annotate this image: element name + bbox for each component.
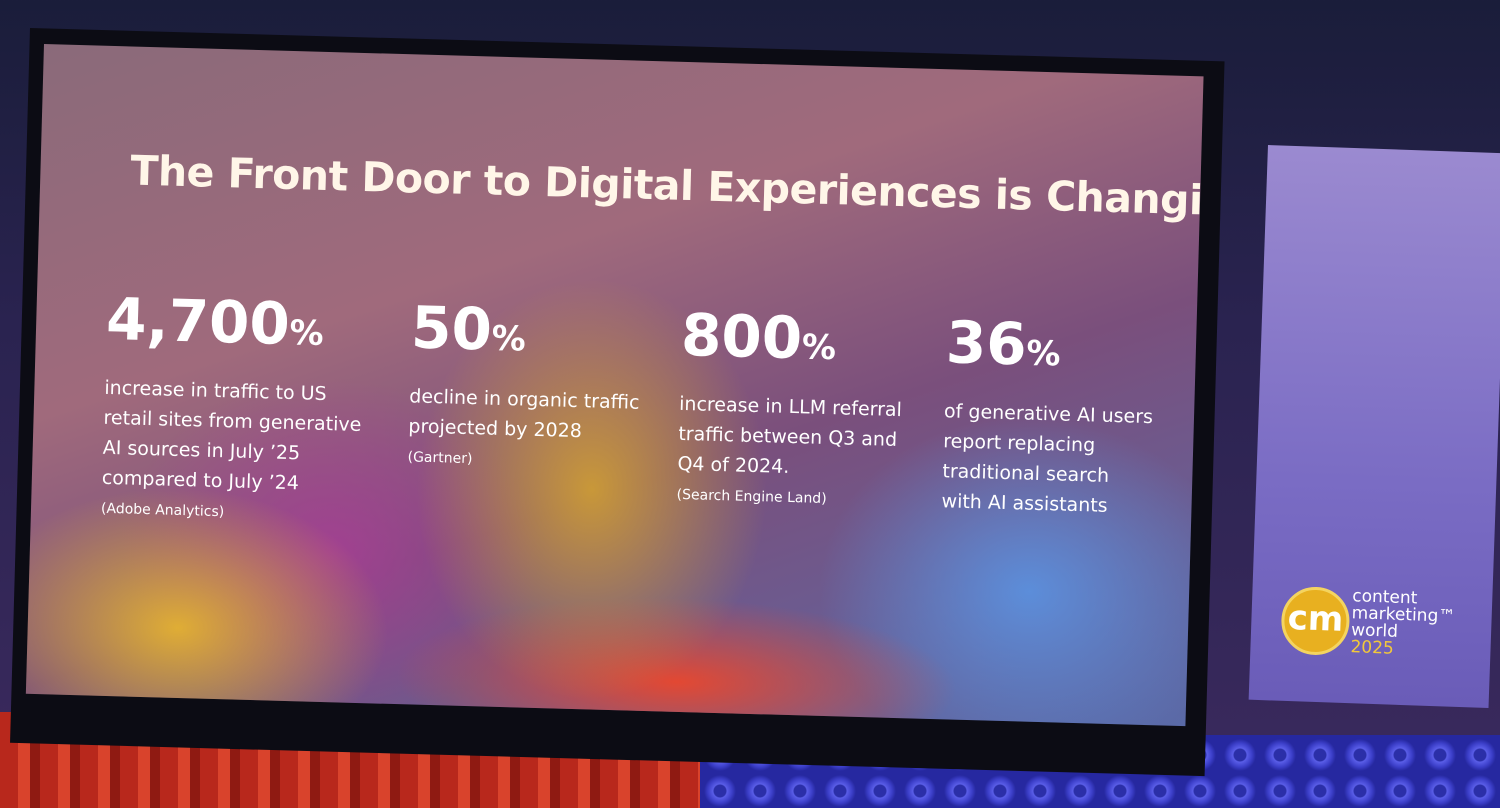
stat-number: 800 — [680, 300, 804, 373]
stat: 4,700% increase in traffic to US retail si… — [100, 284, 377, 524]
stat-description: decline in organic traffic projected by 2… — [408, 381, 680, 449]
stat-unit: % — [801, 327, 837, 369]
stat: 50% decline in organic traffic projected b… — [407, 293, 682, 472]
stat-number: 4,700 — [105, 284, 291, 358]
stat-figure: 36% — [945, 308, 1204, 392]
stat: 800% increase in LLM referral traffic betw… — [676, 300, 952, 510]
stat-source: (Search Engine Land) — [676, 486, 827, 508]
description-line: with AI assistants — [941, 490, 1108, 517]
stat: 36% of generative AI users report replacin… — [941, 308, 1204, 523]
stat-unit: % — [1025, 333, 1062, 375]
stat-figure: 50% — [410, 293, 682, 377]
description-line: compared to July ’24 — [101, 466, 300, 495]
slide-title: The Front Door to Digital Experiences is… — [129, 146, 1204, 227]
stat-description: of generative AI users report replacing tr… — [941, 396, 1203, 523]
slide: The Front Door to Digital Experiences is… — [25, 44, 1204, 727]
stat-figure: 800% — [680, 300, 952, 385]
logo-text: content marketing™ world 2025 — [1350, 586, 1472, 660]
stat-number: 36 — [945, 308, 1028, 379]
stat-figure: 4,700% — [105, 284, 377, 369]
stat-description: increase in LLM referral traffic between … — [677, 389, 949, 487]
logo: cm content marketing™ world 2025 — [1280, 585, 1456, 659]
stat-source: (Gartner) — [407, 449, 473, 468]
stat-unit: % — [491, 318, 527, 360]
stat-unit: % — [288, 312, 325, 354]
stat-number: 50 — [410, 293, 493, 364]
logo-year: 2025 — [1350, 637, 1395, 659]
logo-mark: cm — [1280, 585, 1351, 657]
side-screen: cm content marketing™ world 2025 — [1248, 145, 1500, 709]
stat-description: increase in traffic to US retail sites fr… — [101, 373, 374, 500]
description-line: Q4 of 2024. — [677, 452, 790, 478]
stat-source: (Adobe Analytics) — [100, 500, 225, 521]
